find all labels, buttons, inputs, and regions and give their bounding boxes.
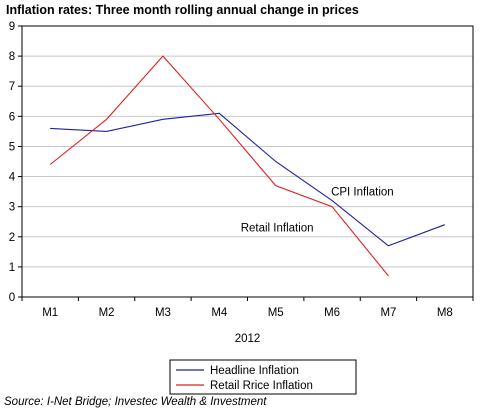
legend-box (169, 359, 357, 395)
y-tick-label: 2 (9, 232, 15, 244)
retail-inflation-annotation: Retail Inflation (241, 223, 314, 235)
x-axis-label: 2012 (235, 333, 261, 345)
x-tick-label: M8 (437, 307, 453, 319)
y-tick-label: 5 (9, 141, 15, 153)
legend-label: Headline Inflation (210, 365, 299, 377)
y-tick-label: 6 (9, 111, 15, 123)
x-tick-label: M6 (324, 307, 340, 319)
source-note: Source: I-Net Bridge; Investec Wealth & … (4, 396, 267, 408)
x-tick-label: M2 (99, 307, 115, 319)
chart-title: Inflation rates: Three month rolling ann… (6, 3, 359, 17)
y-tick-label: 3 (9, 202, 15, 214)
y-tick-label: 1 (9, 262, 15, 274)
y-tick-label: 7 (9, 81, 15, 93)
y-tick-label: 0 (9, 292, 15, 304)
x-tick-label: M1 (42, 307, 58, 319)
x-tick-label: M5 (268, 307, 284, 319)
cpi-inflation-annotation: CPI Inflation (331, 187, 394, 199)
x-tick-label: M7 (380, 307, 396, 319)
headline-inflation-line (50, 112, 445, 247)
plot-frame (21, 25, 474, 298)
x-tick-label: M4 (211, 307, 228, 319)
x-tick-label: M3 (155, 307, 171, 319)
retail-inflation-line (49, 55, 389, 277)
legend-label: Retail Rrice Inflation (210, 380, 313, 392)
y-tick-label: 9 (9, 21, 15, 33)
y-tick-label: 4 (9, 172, 16, 184)
y-tick-label: 8 (9, 51, 15, 63)
